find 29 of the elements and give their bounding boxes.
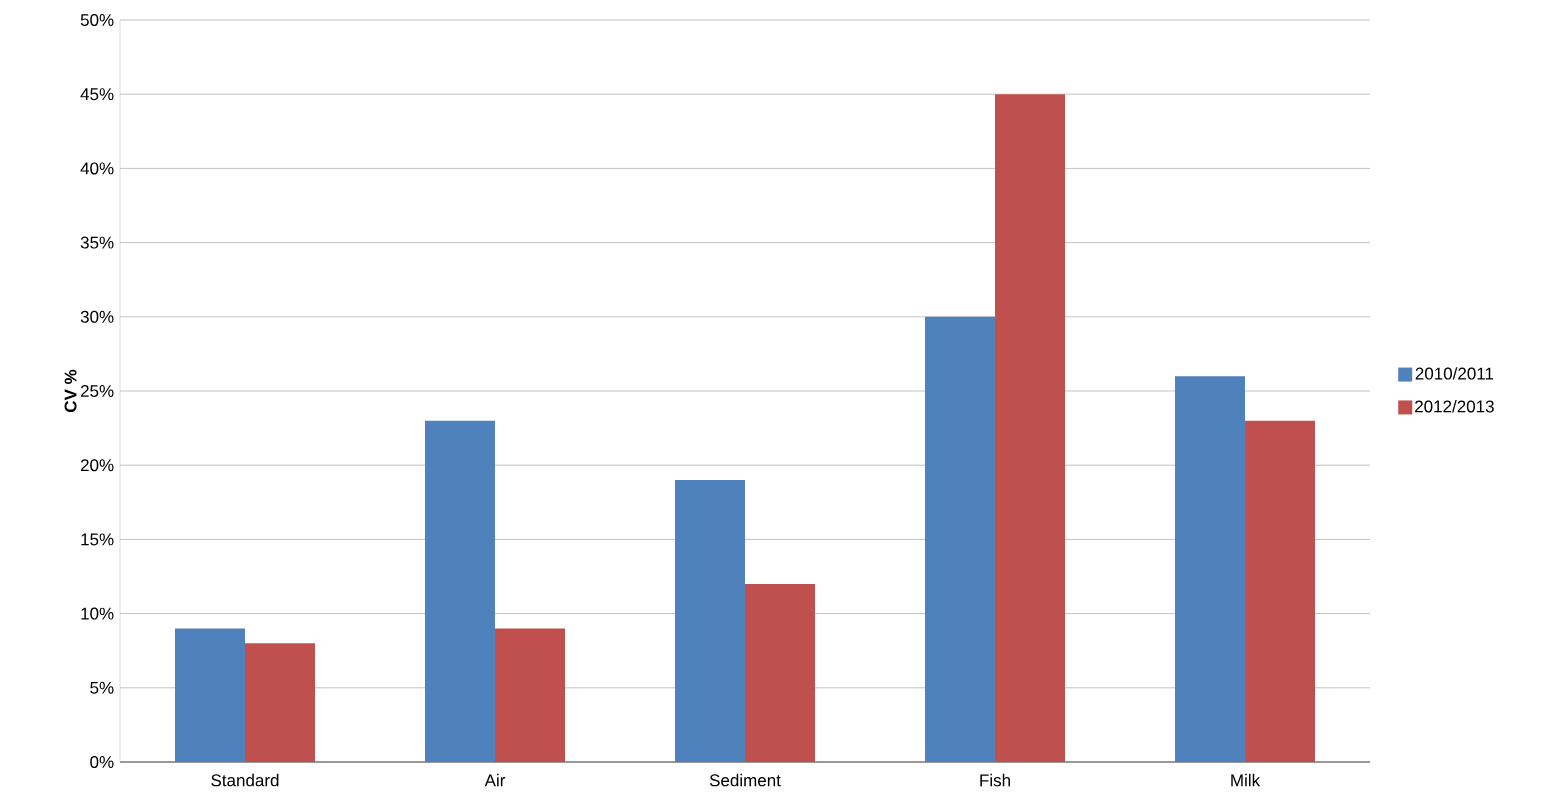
- y-tick-label: 0%: [90, 755, 114, 769]
- y-tick-label: 15%: [81, 533, 114, 546]
- y-tick-label: 25%: [80, 384, 114, 398]
- y-tick-label: 50%: [80, 13, 114, 27]
- bar: [425, 420, 495, 762]
- bar: [1245, 420, 1316, 762]
- x-tick-label: Sediment: [709, 773, 781, 787]
- bar: [925, 316, 996, 762]
- x-tick-label: Fish: [980, 773, 1010, 787]
- y-tick-label: 40%: [80, 162, 114, 175]
- bar: [995, 94, 1066, 762]
- y-tick-label: 10%: [81, 607, 114, 620]
- bar: [175, 628, 245, 762]
- y-tick-label: 35%: [80, 236, 114, 249]
- legend-label: 2010/2011: [1415, 367, 1494, 380]
- bar: [675, 480, 746, 762]
- y-tick-label: 20%: [80, 459, 114, 472]
- bar: [495, 628, 565, 762]
- x-tick-label: Standard: [211, 773, 279, 787]
- legend-label: 2012/2013: [1415, 400, 1494, 413]
- y-tick-label: 5%: [90, 681, 114, 694]
- bar: [245, 643, 315, 762]
- bar: [745, 583, 816, 762]
- x-tick-label: Air: [484, 773, 506, 787]
- y-tick-label: 30%: [80, 310, 114, 323]
- x-tick-label: Milk: [1231, 773, 1261, 787]
- y-axis-title: CV %: [64, 369, 77, 413]
- y-tick-label: 45%: [80, 88, 114, 101]
- bar: [1175, 376, 1246, 762]
